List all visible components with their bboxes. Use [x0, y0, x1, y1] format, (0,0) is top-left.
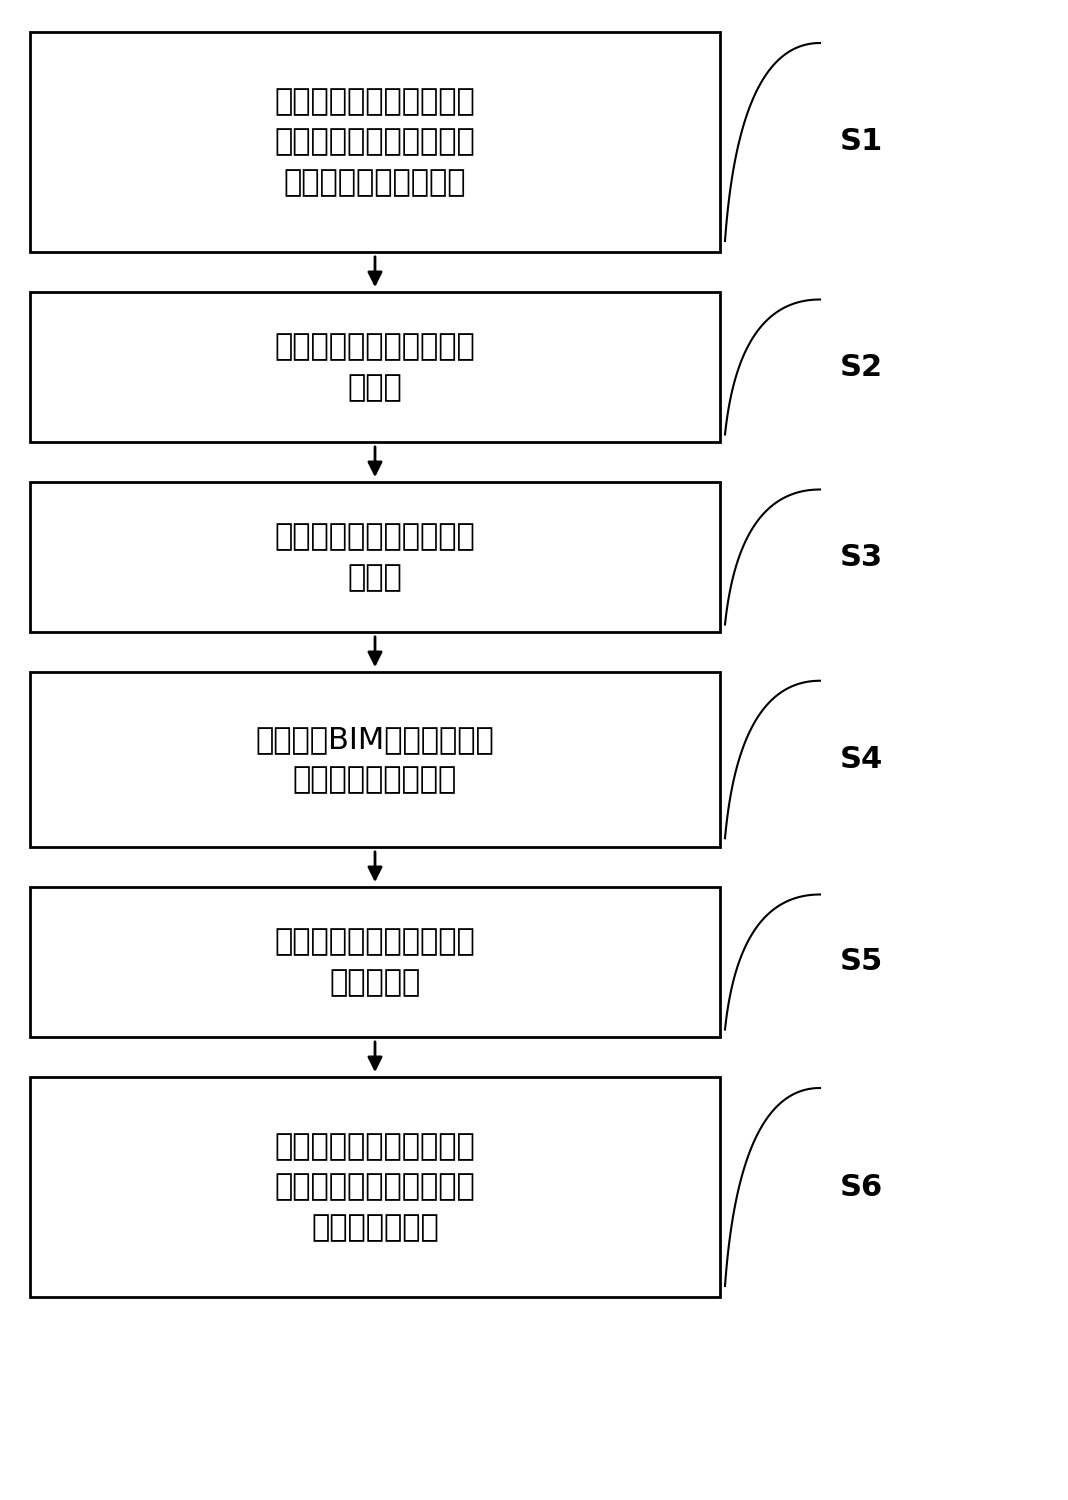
Bar — [30, 886, 720, 1036]
Text: 根据所述点云数据生成三
维模型: 根据所述点云数据生成三 维模型 — [274, 333, 475, 402]
Text: S5: S5 — [841, 948, 883, 976]
Text: 使用三维激光扫描仪对待
施工机房的建筑环境进行
扫描，以获得点云数据: 使用三维激光扫描仪对待 施工机房的建筑环境进行 扫描，以获得点云数据 — [274, 87, 475, 196]
Bar — [30, 482, 720, 632]
Text: S6: S6 — [841, 1173, 883, 1202]
Text: 根据所述三维模型生成排
布模型: 根据所述三维模型生成排 布模型 — [274, 522, 475, 592]
Text: S1: S1 — [841, 128, 883, 156]
Bar — [30, 32, 720, 252]
Bar — [30, 292, 720, 442]
Text: S2: S2 — [841, 352, 883, 381]
Bar — [30, 672, 720, 847]
Bar — [30, 1077, 720, 1298]
Text: 将所述装配数据与所述施
工装配图和排布模型进行
对比，完成装配: 将所述装配数据与所述施 工装配图和排布模型进行 对比，完成装配 — [274, 1132, 475, 1242]
Text: 对预设的BIM模型进行拆分
，以获得施工装配图: 对预设的BIM模型进行拆分 ，以获得施工装配图 — [255, 724, 494, 795]
Text: S4: S4 — [841, 746, 883, 774]
Text: 获取装配过程中各个管段
的装配数据: 获取装配过程中各个管段 的装配数据 — [274, 927, 475, 998]
Text: S3: S3 — [841, 543, 883, 572]
